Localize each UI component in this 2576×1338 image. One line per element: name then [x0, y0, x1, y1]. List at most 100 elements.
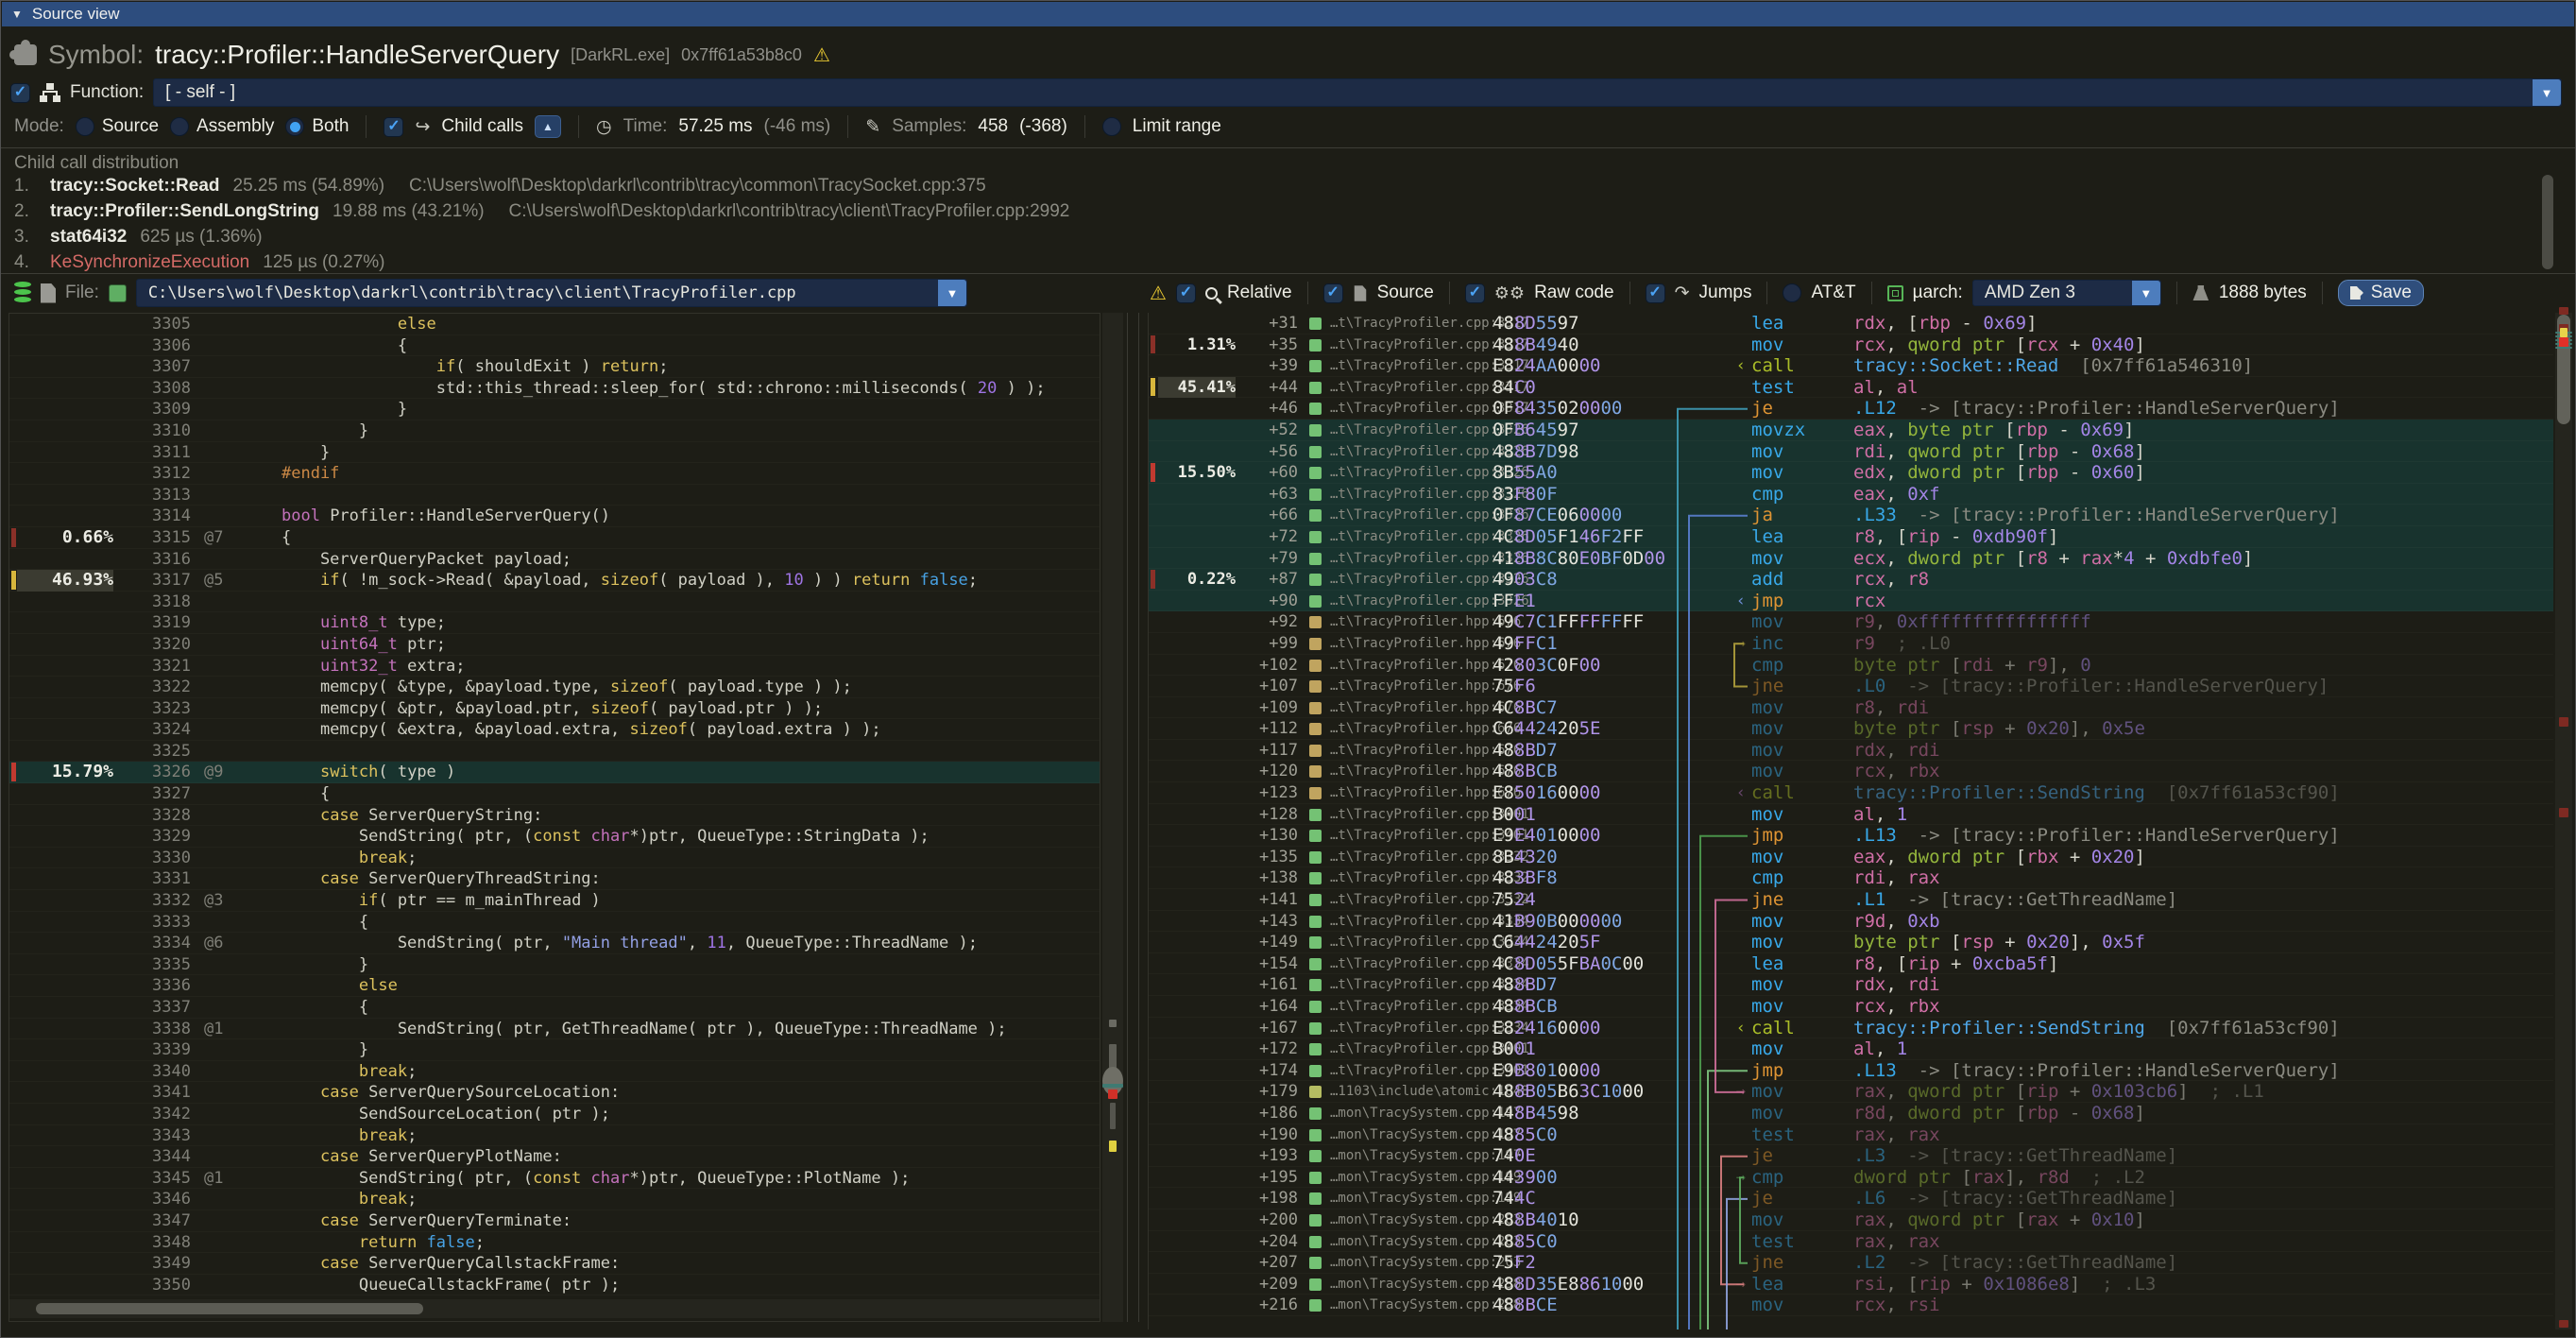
asm-row[interactable]: 15.50% +60 …t\TracyProfiler.cpp:3326 8B55A0…	[1149, 462, 2553, 484]
chevron-down-icon[interactable]: ▼	[937, 280, 966, 306]
source-line[interactable]: 3340 break;	[9, 1061, 1100, 1083]
source-line[interactable]: 3341 case ServerQuerySourceLocation:	[9, 1082, 1100, 1104]
source-line[interactable]: 3309 }	[9, 399, 1100, 420]
expand-up-button[interactable]: ▲	[534, 115, 561, 138]
source-line[interactable]: 3324 memcpy( &extra, &payload.extra, siz…	[9, 719, 1100, 741]
source-line[interactable]: 15.79% 3326 @9 switch( type )	[9, 762, 1100, 784]
asm-row[interactable]: +128 …t\TracyProfiler.cpp:3401 B001 mov al, …	[1149, 804, 2553, 826]
child-call-row[interactable]: 1. tracy::Socket::Read 25.25 ms (54.89%) C:…	[14, 176, 986, 196]
warning-icon[interactable]: ⚠	[812, 44, 830, 66]
source-line[interactable]: 3330 break;	[9, 848, 1100, 869]
asm-row[interactable]: +174 …t\TracyProfiler.cpp:3401 E9B8010000 j…	[1149, 1060, 2553, 1082]
source-line[interactable]: 3313	[9, 485, 1100, 506]
asm-row[interactable]: +172 …t\TracyProfiler.cpp:3401 B001 mov al, …	[1149, 1038, 2553, 1060]
asm-row[interactable]: +195 …mon\TracySystem.cpp:199 443900 → cmp dw…	[1149, 1167, 2553, 1189]
source-line[interactable]: 3336 else	[9, 975, 1100, 997]
asm-row[interactable]: +99 …t\TracyProfiler.hpp:676 49FFC1 → inc r9 …	[1149, 633, 2553, 655]
source-line[interactable]: 3339 }	[9, 1039, 1100, 1061]
child-call-row[interactable]: 2. tracy::Profiler::SendLongString 19.88 m…	[14, 201, 1070, 221]
limit-range-checkbox[interactable]	[1101, 117, 1121, 136]
asm-row[interactable]: +216 …mon\TracySystem.cpp:258 488BCE mov rcx…	[1149, 1295, 2553, 1316]
asm-row[interactable]: +209 …mon\TracySystem.cpp:258 488D35E88610…	[1149, 1274, 2553, 1295]
asm-row[interactable]: +190 …mon\TracySystem.cpp:197 4885C0 test ra…	[1149, 1124, 2553, 1146]
warning-icon[interactable]: ⚠	[1150, 283, 1167, 304]
source-line[interactable]: 3335 }	[9, 954, 1100, 976]
source-line[interactable]: 3332 @3 if( ptr == m_mainThread )	[9, 890, 1100, 912]
function-combo[interactable]: [ - self - ] ▼	[153, 78, 2562, 107]
source-line[interactable]: 3318	[9, 592, 1100, 613]
chevron-down-icon[interactable]: ▼	[2131, 281, 2160, 305]
jumps-checkbox[interactable]: ✓	[1645, 283, 1665, 303]
chevron-down-icon[interactable]: ▼	[2533, 79, 2561, 106]
source-line[interactable]: 3305 else	[9, 314, 1100, 335]
function-checkbox[interactable]: ✓	[10, 82, 30, 103]
asm-row[interactable]: +109 …t\TracyProfiler.hpp:676 4C8BC7 mov r8,…	[1149, 697, 2553, 719]
asm-row[interactable]: +138 …t\TracyProfiler.cpp:3332 483BF8 cmp rd…	[1149, 867, 2553, 890]
asm-row[interactable]: +154 …t\TracyProfiler.cpp:3334 4C8D055FBA0…	[1149, 953, 2553, 975]
source-line[interactable]: 3345 @1 SendString( ptr, (const char*)ptr…	[9, 1168, 1100, 1190]
asm-row[interactable]: +52 …t\TracyProfiler.cpp:3326 0FB64597 movz…	[1149, 419, 2553, 441]
asm-row[interactable]: +200 …mon\TracySystem.cpp:203 488B4010 mov r…	[1149, 1209, 2553, 1231]
source-line[interactable]: 3350 QueueCallstackFrame( ptr );	[9, 1275, 1100, 1296]
asm-row[interactable]: +31 …t\TracyProfiler.cpp:3317 488D5597 lea r…	[1149, 313, 2553, 334]
source-line[interactable]: 0.66% 3315 @7{	[9, 527, 1100, 549]
source-line[interactable]: 3331 case ServerQueryThreadString:	[9, 868, 1100, 891]
source-line[interactable]: 3349 case ServerQueryCallstackFrame:	[9, 1253, 1100, 1275]
source-line[interactable]: 3319 uint8_t type;	[9, 612, 1100, 634]
asm-row[interactable]: +204 …mon\TracySystem.cpp:203 4885C0 test ra…	[1149, 1231, 2553, 1253]
asm-row[interactable]: +66 …t\TracyProfiler.cpp:3326 0F87CE060000…	[1149, 505, 2553, 526]
source-line[interactable]: 3316 ServerQueryPacket payload;	[9, 549, 1100, 571]
asm-row[interactable]: +56 …t\TracyProfiler.cpp:3326 488B7D98 mov r…	[1149, 440, 2553, 463]
march-combo[interactable]: AMD Zen 3 ▼	[1971, 280, 2161, 306]
source-line[interactable]: 3343 break;	[9, 1125, 1100, 1147]
source-line[interactable]: 3310 }	[9, 420, 1100, 442]
titlebar[interactable]: ▼ Source view	[2, 2, 2574, 26]
source-line[interactable]: 3320 uint64_t ptr;	[9, 634, 1100, 656]
asm-row[interactable]: +79 …t\TracyProfiler.cpp:3326 418B8C80E0BF…	[1149, 547, 2553, 570]
asm-row[interactable]: +167 …t\TracyProfiler.cpp:3334 E824160000 ‹…	[1149, 1018, 2553, 1039]
scrollbar-thumb[interactable]	[36, 1303, 423, 1314]
asm-row[interactable]: +143 …t\TracyProfiler.cpp:3334 41B90B00000…	[1149, 911, 2553, 933]
save-button[interactable]: ➜ Save	[2337, 280, 2424, 306]
source-line[interactable]: 3307 if( shouldExit ) return;	[9, 356, 1100, 378]
asm-row[interactable]: +149 …t\TracyProfiler.cpp:3334 C64424205F m…	[1149, 932, 2553, 953]
asm-row[interactable]: +141 …t\TracyProfiler.cpp:3332 7524 jne .L1 …	[1149, 889, 2553, 911]
child-calls-checkbox[interactable]: ✓	[384, 116, 404, 137]
source-line[interactable]: 3323 memcpy( &ptr, &payload.ptr, sizeof(…	[9, 698, 1100, 720]
database-icon[interactable]	[14, 282, 31, 304]
asm-row[interactable]: +72 …t\TracyProfiler.cpp:3326 4C8D05F146F2…	[1149, 525, 2553, 548]
asm-row[interactable]: +39 …t\TracyProfiler.cpp:3317 E824AA0000 ‹ c…	[1149, 355, 2553, 377]
source-line[interactable]: 3333 {	[9, 912, 1100, 934]
source-line[interactable]: 46.93% 3317 @5 if( !m_sock->Read( &payload…	[9, 570, 1100, 592]
raw-code-checkbox[interactable]: ✓	[1464, 283, 1485, 303]
source-line[interactable]: 3308 std::this_thread::sleep_for( std::c…	[9, 378, 1100, 400]
asm-row[interactable]: +161 …t\TracyProfiler.cpp:3334 488BD7 mov rd…	[1149, 974, 2553, 996]
asm-row[interactable]: +102 …t\TracyProfiler.hpp:676 42803C0F00 cm…	[1149, 655, 2553, 677]
source-line[interactable]: 3329 SendString( ptr, (const char*)ptr, …	[9, 826, 1100, 848]
source-line[interactable]: 3311 }	[9, 442, 1100, 464]
asm-row[interactable]: +90 …t\TracyProfiler.cpp:3326 FFE1 ‹ jmp rcx	[1149, 590, 2553, 612]
asm-row[interactable]: +198 …mon\TracySystem.cpp:199 744C je .L6 ->…	[1149, 1188, 2553, 1209]
asm-row[interactable]: +112 …t\TracyProfiler.hpp:676 C64424205E mo…	[1149, 718, 2553, 740]
source-line[interactable]: 3337 {	[9, 997, 1100, 1019]
source-line[interactable]: 3338 @1 SendString( ptr, GetThreadName( p…	[9, 1019, 1100, 1040]
asm-row[interactable]: +46 …t\TracyProfiler.cpp:3317 0F8435020000…	[1149, 398, 2553, 420]
asm-row[interactable]: 1.31% +35 …t\TracyProfiler.cpp:3317 488B494…	[1149, 334, 2553, 356]
att-checkbox[interactable]	[1783, 283, 1802, 302]
mode-radio-assembly[interactable]: Assembly	[170, 116, 274, 137]
asm-row[interactable]: +123 …t\TracyProfiler.hpp:676 E850160000 ‹ c…	[1149, 782, 2553, 804]
collapse-icon[interactable]: ▼	[11, 8, 23, 21]
source-line[interactable]: 3344 case ServerQueryPlotName:	[9, 1146, 1100, 1168]
source-line[interactable]: 3312 #endif	[9, 463, 1100, 485]
child-call-row[interactable]: 4. KeSynchronizeExecution 125 µs (0.27%)	[14, 252, 385, 272]
asm-row[interactable]: +193 …mon\TracySystem.cpp:197 740E je .L3 ->…	[1149, 1145, 2553, 1167]
source-line[interactable]: 3321 uint32_t extra;	[9, 656, 1100, 678]
source-line[interactable]: 3325	[9, 741, 1100, 763]
asm-row[interactable]: +135 …t\TracyProfiler.cpp:3332 8B4320 mov ea…	[1149, 847, 2553, 868]
assembly-vertical-scrollbar[interactable]	[2555, 307, 2572, 1329]
source-horizontal-scrollbar[interactable]	[9, 1299, 1100, 1318]
source-line[interactable]: 3306 {	[9, 335, 1100, 357]
asm-row[interactable]: +186 …mon\TracySystem.cpp:197 448B4598 mov r…	[1149, 1103, 2553, 1124]
asm-row[interactable]: 45.41% +44 …t\TracyProfiler.cpp:3317 84C0 te…	[1149, 376, 2553, 399]
source-line[interactable]: 3347 case ServerQueryTerminate:	[9, 1210, 1100, 1232]
